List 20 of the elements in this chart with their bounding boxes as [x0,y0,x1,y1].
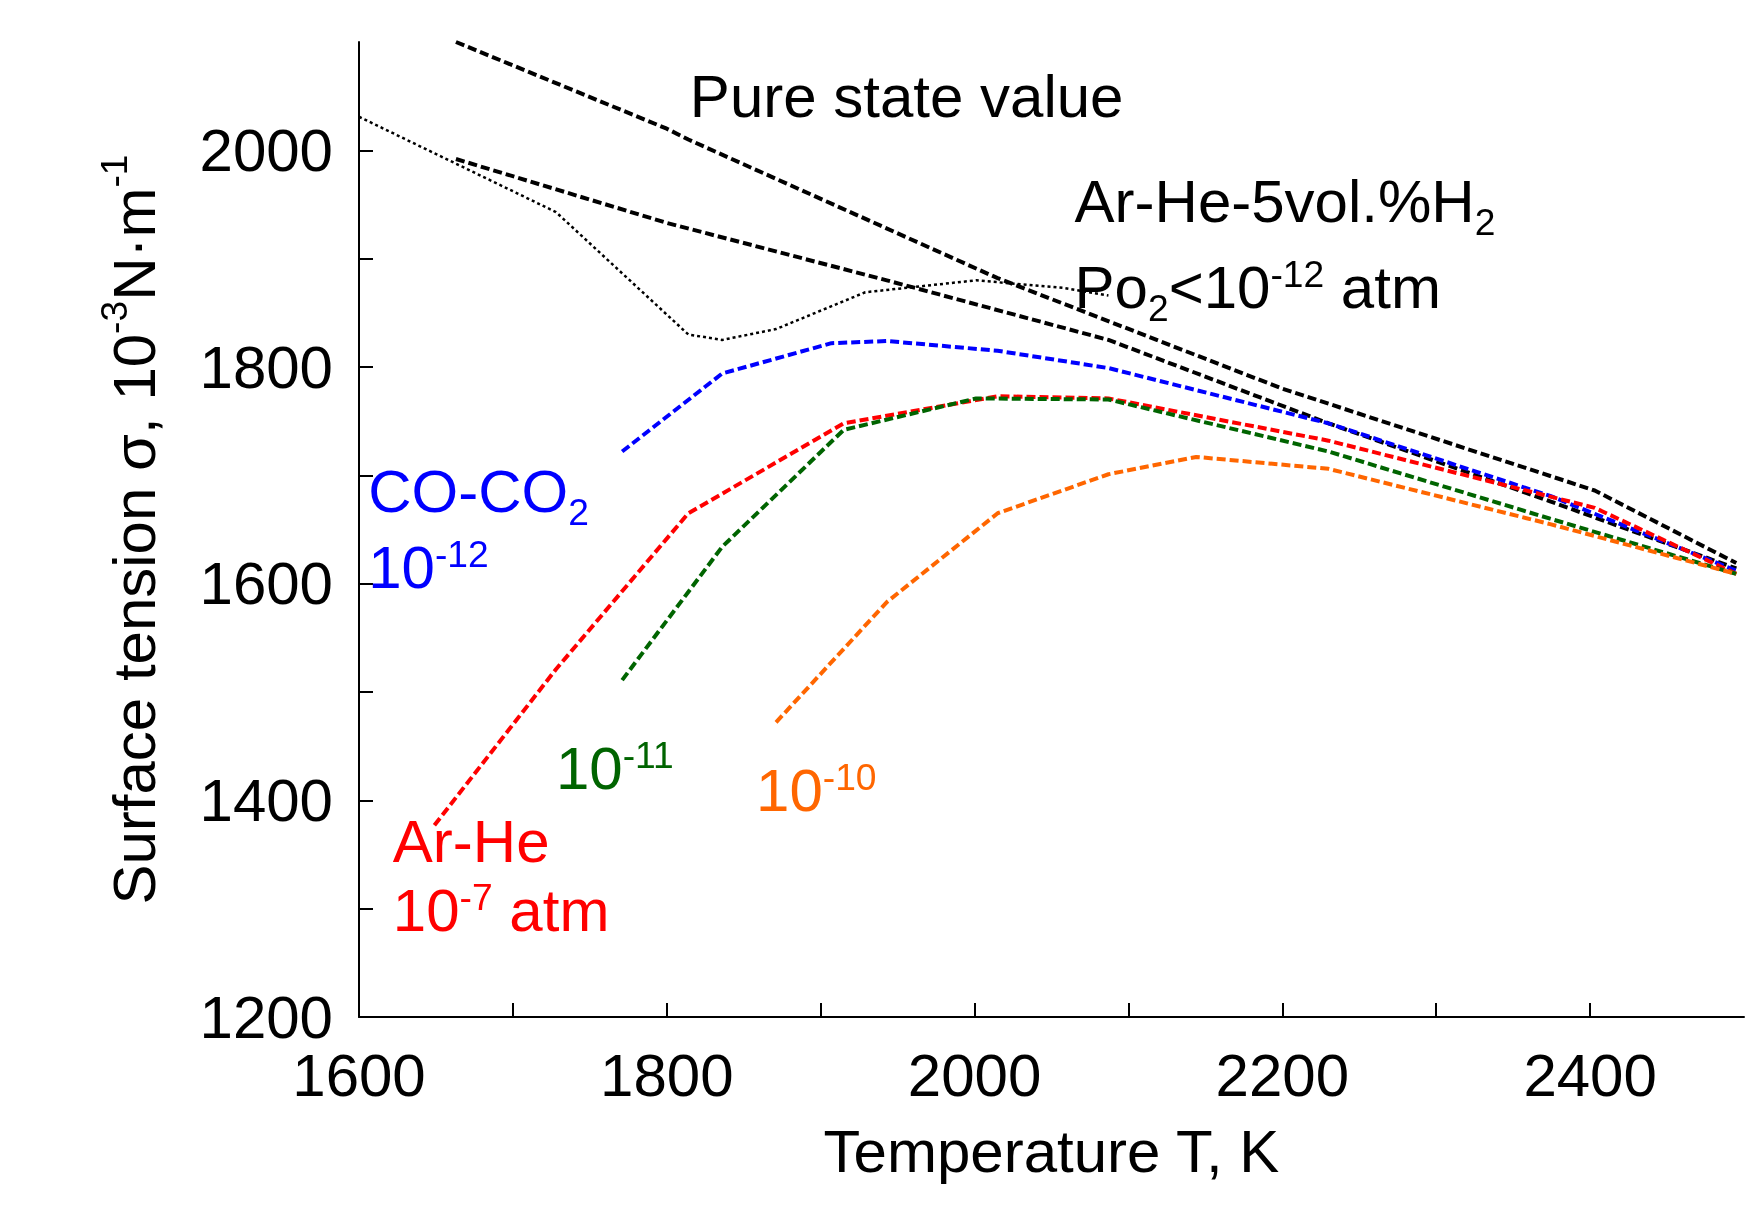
x-axis-title: Temperature T, K [823,1117,1280,1185]
x-tick-label: 2400 [1523,1041,1657,1109]
y-tick-label: 2000 [199,116,333,184]
line-series [620,396,1739,683]
line-series [620,339,1739,573]
annotation: Po$_{2}$<10$^{-12}$ atm [1074,252,1441,330]
annotation: Ar-He-5vol.%H$_{2}$ [1074,166,1496,243]
y-axis-title: Surface tension σ, 10-3N·m-1 [92,154,168,905]
series-label: Ar-He 10$^{-7}$ atm [392,807,610,946]
y-tick-label: 1600 [199,550,333,618]
text: CO-CO$_{2}$ 10$^{-12}$ [368,457,589,602]
series-label: 10$^{-10}$ [756,755,877,824]
series-label: 10$^{-11}$ [555,733,674,803]
line-series [774,454,1739,725]
x-tick-label: 2200 [1215,1041,1350,1109]
y-tick-label: 1400 [199,766,333,834]
x-tick-label: 1800 [600,1041,734,1109]
y-tick-label: 1800 [199,333,333,401]
series-label: Pure state value [689,61,1124,131]
x-tick-label: 2000 [907,1041,1042,1109]
